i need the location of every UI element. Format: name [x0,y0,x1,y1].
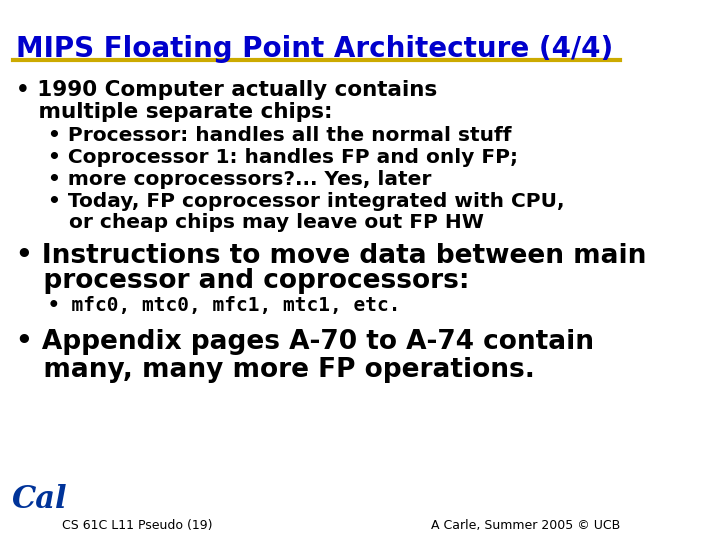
Text: processor and coprocessors:: processor and coprocessors: [16,268,469,294]
Text: A Carle, Summer 2005 © UCB: A Carle, Summer 2005 © UCB [431,519,621,532]
Text: • Instructions to move data between main: • Instructions to move data between main [16,243,647,269]
Text: • Today, FP coprocessor integrated with CPU,: • Today, FP coprocessor integrated with … [48,192,565,211]
Text: • more coprocessors?... Yes, later: • more coprocessors?... Yes, later [48,170,432,189]
Text: • mfc0, mtc0, mfc1, mtc1, etc.: • mfc0, mtc0, mfc1, mtc1, etc. [48,296,401,315]
Text: MIPS Floating Point Architecture (4/4): MIPS Floating Point Architecture (4/4) [16,35,613,63]
Text: • Appendix pages A-70 to A-74 contain: • Appendix pages A-70 to A-74 contain [16,329,594,355]
Text: • Coprocessor 1: handles FP and only FP;: • Coprocessor 1: handles FP and only FP; [48,148,518,167]
Text: multiple separate chips:: multiple separate chips: [16,102,333,122]
Text: • 1990 Computer actually contains: • 1990 Computer actually contains [16,80,437,100]
Text: Cal: Cal [12,484,68,515]
Text: many, many more FP operations.: many, many more FP operations. [16,357,535,383]
Text: CS 61C L11 Pseudo (19): CS 61C L11 Pseudo (19) [62,519,212,532]
Text: • Processor: handles all the normal stuff: • Processor: handles all the normal stuf… [48,126,512,145]
Text: or cheap chips may leave out FP HW: or cheap chips may leave out FP HW [48,213,485,232]
